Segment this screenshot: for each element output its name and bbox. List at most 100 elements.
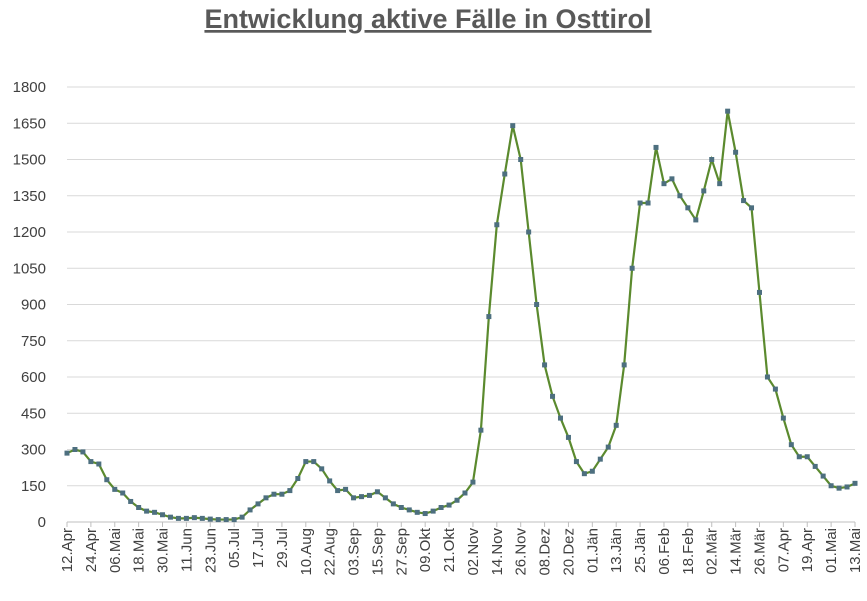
data-marker bbox=[526, 229, 532, 235]
data-marker bbox=[749, 205, 755, 211]
data-marker bbox=[64, 450, 70, 456]
x-tick-label: 26.Mär bbox=[751, 528, 768, 575]
data-marker bbox=[366, 492, 372, 498]
x-tick-label: 06.Mai bbox=[107, 528, 124, 573]
data-marker bbox=[486, 314, 492, 320]
x-tick-label: 18.Mai bbox=[131, 528, 148, 573]
data-marker bbox=[199, 515, 205, 521]
x-tick-label: 26.Nov bbox=[513, 528, 530, 576]
data-marker bbox=[589, 468, 595, 474]
data-marker bbox=[542, 362, 548, 368]
data-marker bbox=[804, 454, 810, 460]
data-marker bbox=[191, 515, 197, 521]
data-marker bbox=[534, 302, 540, 307]
x-tick-label: 25.Jän bbox=[632, 528, 649, 573]
data-marker bbox=[502, 171, 508, 177]
data-marker bbox=[788, 442, 794, 448]
data-marker bbox=[510, 123, 516, 129]
data-marker bbox=[279, 491, 285, 497]
data-marker bbox=[223, 517, 229, 523]
data-marker bbox=[167, 514, 173, 520]
data-marker bbox=[327, 478, 333, 484]
x-tick-label: 10.Aug bbox=[298, 528, 315, 576]
data-marker bbox=[136, 505, 142, 510]
data-marker bbox=[613, 422, 619, 428]
data-marker bbox=[287, 488, 293, 494]
x-tick-label: 30.Mai bbox=[155, 528, 172, 573]
x-tick-label: 09.Okt bbox=[417, 527, 434, 572]
x-tick-label: 01.Mai bbox=[823, 528, 840, 573]
data-marker bbox=[398, 505, 404, 510]
data-marker bbox=[183, 515, 189, 521]
data-marker bbox=[104, 477, 110, 483]
data-marker bbox=[693, 217, 699, 223]
data-marker bbox=[565, 434, 571, 440]
data-marker bbox=[812, 463, 818, 469]
x-tick-label: 13.Mai bbox=[847, 528, 864, 573]
data-marker bbox=[96, 461, 102, 467]
data-marker bbox=[152, 509, 158, 515]
x-tick-label: 15.Sep bbox=[369, 528, 386, 576]
x-tick-label: 17.Jul bbox=[250, 528, 267, 568]
x-tick-label: 20.Dez bbox=[560, 528, 577, 576]
x-tick-label: 12.Apr bbox=[59, 528, 76, 572]
data-marker bbox=[820, 473, 826, 479]
data-marker bbox=[128, 498, 134, 504]
data-marker bbox=[828, 483, 834, 489]
y-tick-label: 600 bbox=[21, 369, 46, 386]
y-tick-label: 0 bbox=[38, 514, 46, 531]
x-tick-label: 08.Dez bbox=[537, 528, 554, 576]
data-marker bbox=[725, 108, 731, 114]
x-tick-label: 07.Apr bbox=[775, 528, 792, 572]
x-tick-label: 13.Jän bbox=[608, 528, 625, 573]
x-tick-label: 27.Sep bbox=[393, 528, 410, 576]
y-tick-label: 150 bbox=[21, 478, 46, 495]
data-marker bbox=[518, 157, 524, 162]
data-marker bbox=[605, 444, 611, 450]
data-marker bbox=[796, 454, 802, 460]
data-marker bbox=[351, 495, 357, 501]
data-marker bbox=[717, 181, 723, 187]
data-marker bbox=[741, 198, 747, 204]
data-marker bbox=[382, 495, 388, 501]
y-tick-label: 1350 bbox=[13, 188, 46, 205]
data-marker bbox=[677, 193, 683, 199]
data-marker bbox=[406, 507, 412, 513]
data-marker bbox=[255, 501, 261, 507]
data-marker bbox=[709, 157, 715, 162]
data-marker bbox=[231, 517, 237, 523]
data-marker bbox=[359, 494, 365, 500]
data-marker bbox=[701, 188, 707, 194]
data-marker bbox=[780, 415, 786, 421]
data-marker bbox=[764, 374, 770, 380]
data-marker bbox=[550, 393, 556, 399]
y-tick-label: 1800 bbox=[13, 79, 46, 96]
data-marker bbox=[215, 517, 221, 523]
x-tick-label: 14.Nov bbox=[489, 528, 506, 576]
data-marker bbox=[685, 205, 691, 211]
data-marker bbox=[629, 265, 635, 271]
x-tick-label: 11.Jun bbox=[178, 528, 195, 572]
y-tick-label: 1650 bbox=[13, 115, 46, 132]
y-tick-label: 900 bbox=[21, 297, 46, 314]
data-marker bbox=[756, 289, 762, 295]
data-marker bbox=[772, 386, 778, 392]
data-marker bbox=[88, 459, 94, 465]
x-tick-label: 06.Feb bbox=[656, 528, 673, 575]
data-marker bbox=[120, 490, 126, 496]
x-tick-label: 05.Jul bbox=[226, 528, 243, 568]
data-marker bbox=[80, 449, 86, 455]
data-marker bbox=[207, 516, 213, 522]
x-tick-label: 24.Apr bbox=[83, 528, 100, 572]
data-marker bbox=[390, 501, 396, 507]
data-marker bbox=[454, 497, 460, 503]
y-tick-label: 750 bbox=[21, 333, 46, 350]
x-tick-label: 21.Okt bbox=[441, 527, 458, 572]
chart-title: Entwicklung aktive Fälle in Osttirol bbox=[204, 4, 651, 34]
data-line bbox=[66, 110, 856, 521]
x-tick-label: 29.Jul bbox=[274, 528, 291, 568]
data-marker bbox=[422, 511, 428, 517]
data-marker bbox=[621, 362, 627, 368]
x-tick-label: 02.Mär bbox=[704, 528, 721, 575]
